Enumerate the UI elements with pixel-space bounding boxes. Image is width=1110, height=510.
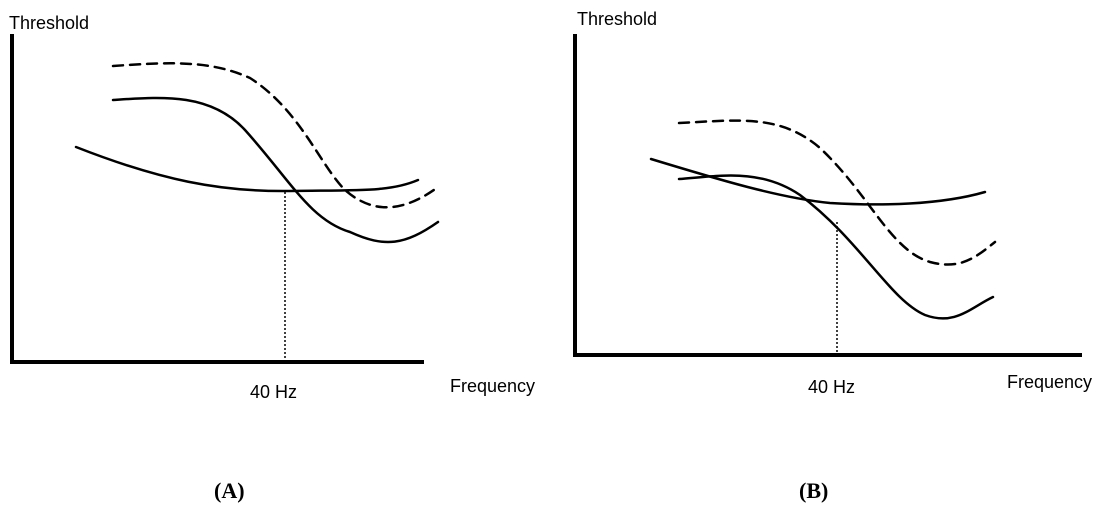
panel-a-label: (A)	[214, 478, 245, 503]
panel-a-x-axis-label: Frequency	[450, 376, 535, 396]
panel-b-y-axis-label: Threshold	[577, 9, 657, 29]
panel-a-40hz-label: 40 Hz	[250, 382, 297, 402]
panel-b-x-axis-label: Frequency	[1007, 372, 1092, 392]
panel-a-solid-steep-curve	[111, 96, 440, 244]
panel-b-axes	[573, 34, 1082, 357]
panel-a-solid-flat-curve	[74, 145, 420, 193]
panel-a-dashed-curve	[111, 62, 440, 209]
panel-b-solid-steep-curve	[677, 174, 995, 320]
panel-b-40hz-label: 40 Hz	[808, 377, 855, 397]
panel-a-y-axis-label: Threshold	[9, 13, 89, 33]
panel-a: Threshold 40 Hz Frequency (A)	[9, 13, 535, 503]
panel-b-solid-flat-curve	[649, 157, 987, 206]
panel-a-axes	[10, 34, 424, 364]
panel-b-dashed-curve	[677, 119, 997, 266]
panel-b-label: (B)	[799, 478, 828, 503]
panel-b: Threshold 40 Hz Frequency (B)	[573, 9, 1092, 503]
